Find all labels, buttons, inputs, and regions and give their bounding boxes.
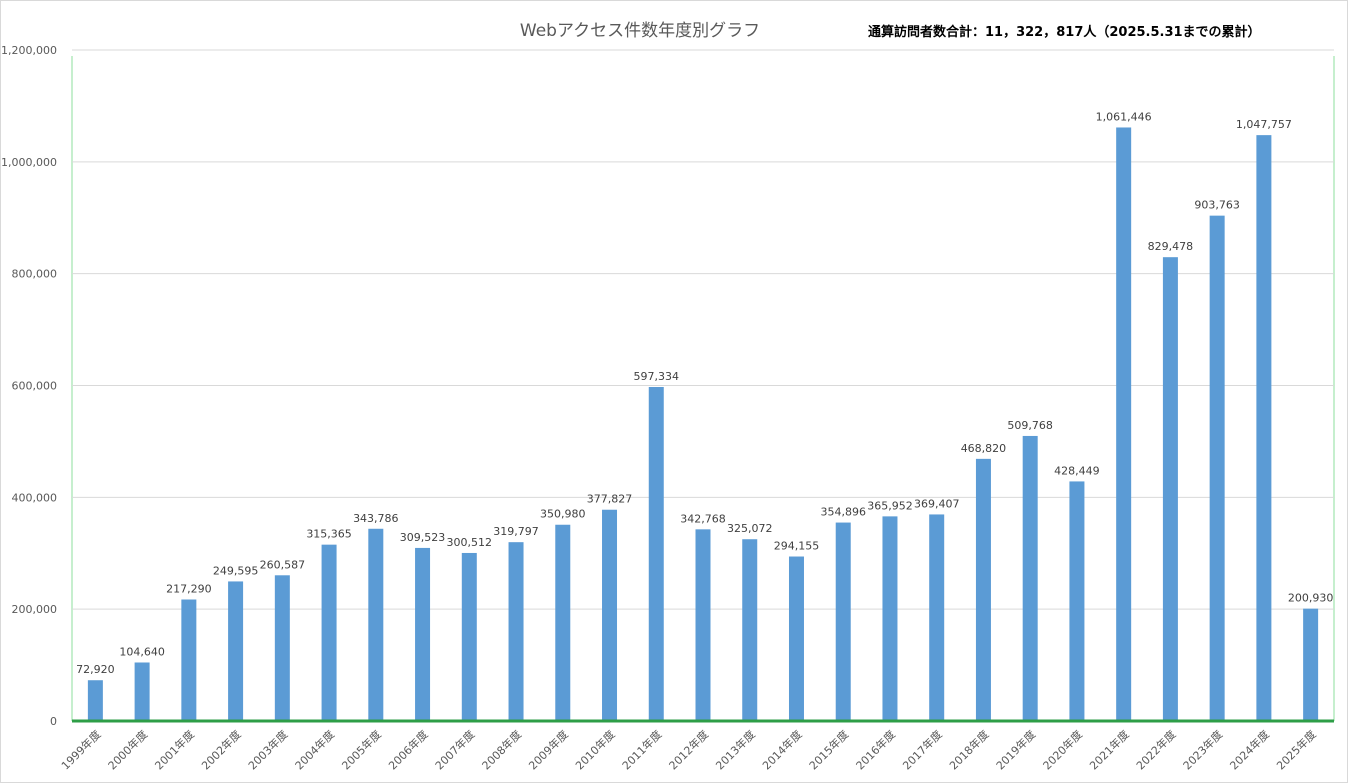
- x-tick-label: 2022年度: [1133, 727, 1178, 772]
- bar: [555, 524, 571, 721]
- data-label: 369,407: [914, 497, 960, 510]
- x-tick-label: 2023年度: [1180, 727, 1225, 772]
- x-tick-label: 2001年度: [152, 727, 197, 772]
- data-label: 354,896: [820, 506, 866, 519]
- data-label: 300,512: [447, 536, 493, 549]
- bar: [1069, 481, 1085, 721]
- y-tick-label: 400,000: [12, 491, 58, 504]
- bar: [321, 544, 337, 721]
- x-tick-label: 2005年度: [339, 727, 384, 772]
- x-tick-label: 2011年度: [619, 727, 664, 772]
- bar: [1209, 215, 1225, 721]
- bar: [695, 529, 711, 721]
- x-tick-label: 2006年度: [385, 727, 430, 772]
- x-tick-label: 2014年度: [759, 727, 804, 772]
- bar: [368, 528, 384, 721]
- x-tick-label: 1999年度: [58, 727, 103, 772]
- bar: [134, 662, 150, 721]
- bar: [1303, 608, 1319, 721]
- data-label: 309,523: [400, 531, 446, 544]
- bar: [181, 599, 197, 721]
- data-label: 365,952: [867, 499, 913, 512]
- data-label: 597,334: [634, 370, 680, 383]
- x-tick-label: 2016年度: [853, 727, 898, 772]
- data-label: 72,920: [76, 663, 115, 676]
- bar: [835, 522, 851, 721]
- y-tick-label: 0: [50, 715, 57, 728]
- y-tick-label: 200,000: [12, 603, 58, 616]
- bar: [1022, 435, 1038, 721]
- y-axis-ticks: 0 200,000 400,000 600,000 800,000 1,000,000 1,…: [1, 44, 57, 728]
- x-tick-label: 2000年度: [105, 727, 150, 772]
- x-tick-label: 2008年度: [479, 727, 524, 772]
- data-label: 1,047,757: [1236, 118, 1292, 131]
- x-tick-label: 2015年度: [806, 727, 851, 772]
- data-label: 343,786: [353, 512, 399, 525]
- bar: [1256, 135, 1272, 721]
- data-label: 903,763: [1194, 199, 1240, 212]
- data-label: 200,930: [1288, 592, 1334, 605]
- data-label: 294,155: [774, 540, 820, 553]
- bar: [788, 556, 804, 721]
- bar: [975, 458, 991, 721]
- x-axis-ticks: 1999年度 2000年度 2001年度 2002年度 2003年度 2004年度 2005…: [58, 727, 1319, 772]
- data-label: 428,449: [1054, 464, 1100, 477]
- data-label: 468,820: [961, 442, 1007, 455]
- data-label: 377,827: [587, 493, 633, 506]
- x-tick-label: 2025年度: [1273, 727, 1318, 772]
- bar: [882, 516, 898, 721]
- data-label: 1,061,446: [1096, 110, 1152, 123]
- x-tick-label: 2009年度: [526, 727, 571, 772]
- bar: [461, 552, 477, 721]
- data-label: 249,595: [213, 564, 259, 577]
- chart-annotation: 通算訪問者数合計：11，322，817人（2025.5.31までの累計）: [868, 25, 1261, 40]
- y-tick-label: 1,000,000: [1, 156, 57, 169]
- bar: [87, 680, 103, 721]
- x-tick-label: 2019年度: [993, 727, 1038, 772]
- bar: [742, 539, 758, 721]
- bar: [508, 542, 524, 721]
- bar: [1116, 127, 1132, 721]
- data-label: 104,640: [119, 645, 165, 658]
- data-label: 350,980: [540, 508, 586, 521]
- bar-layer: [72, 127, 1334, 723]
- data-label: 217,290: [166, 582, 212, 595]
- x-tick-label: 2024年度: [1227, 727, 1272, 772]
- y-tick-label: 800,000: [12, 268, 58, 281]
- chart-title: Webアクセス件数年度別グラフ: [519, 21, 761, 41]
- data-label: 342,768: [680, 512, 726, 525]
- x-tick-label: 2021年度: [1087, 727, 1132, 772]
- bar: [415, 547, 431, 721]
- x-tick-label: 2003年度: [245, 727, 290, 772]
- data-label: 260,587: [260, 558, 306, 571]
- bar: [228, 581, 244, 721]
- y-tick-label: 600,000: [12, 380, 58, 393]
- x-tick-label: 2013年度: [713, 727, 758, 772]
- x-tick-label: 2012年度: [666, 727, 711, 772]
- data-label: 319,797: [493, 525, 539, 538]
- bar: [648, 386, 664, 721]
- data-label: 829,478: [1148, 240, 1194, 253]
- bar: [602, 509, 618, 721]
- x-tick-label: 2017年度: [900, 727, 945, 772]
- x-tick-label: 2010年度: [572, 727, 617, 772]
- x-tick-label: 2007年度: [432, 727, 477, 772]
- data-label: 509,768: [1007, 419, 1053, 432]
- bar: [1162, 257, 1178, 721]
- data-label: 315,365: [306, 528, 352, 541]
- data-label: 325,072: [727, 522, 773, 535]
- x-tick-label: 2020年度: [1040, 727, 1085, 772]
- x-tick-label: 2002年度: [198, 727, 243, 772]
- x-tick-label: 2004年度: [292, 727, 337, 772]
- bar: [274, 575, 290, 721]
- bar: [929, 514, 945, 721]
- x-tick-label: 2018年度: [946, 727, 991, 772]
- y-tick-label: 1,200,000: [1, 44, 57, 57]
